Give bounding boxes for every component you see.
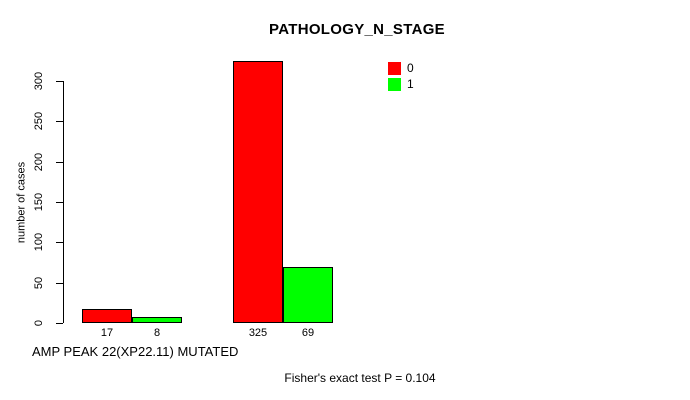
y-tick-label-50: 50: [33, 276, 45, 290]
y-tick-mark-200: [56, 162, 63, 163]
legend-item-1: 1: [388, 78, 414, 91]
bar-group2-series-1: [283, 267, 333, 323]
bar-group1-series-0: [82, 309, 132, 323]
x-axis-label: AMP PEAK 22(XP22.11) MUTATED: [32, 344, 239, 359]
legend-label-1: 1: [407, 77, 414, 91]
y-tick-mark-50: [56, 283, 63, 284]
y-tick-label-200: 200: [33, 152, 45, 172]
y-tick-label-150: 150: [33, 192, 45, 212]
y-tick-mark-0: [56, 323, 63, 324]
bar-group2-series-0: [233, 61, 283, 323]
y-tick-label-250: 250: [33, 111, 45, 131]
y-tick-mark-250: [56, 121, 63, 122]
y-axis-line: [63, 81, 64, 323]
y-tick-label-300: 300: [33, 71, 45, 91]
bar-value-label-17: 17: [100, 327, 114, 339]
bar-group1-series-1: [132, 317, 182, 323]
legend-label-0: 0: [407, 61, 414, 75]
footnote-fisher-test: Fisher's exact test P = 0.104: [284, 371, 436, 385]
y-tick-mark-150: [56, 202, 63, 203]
bar-value-label-69: 69: [301, 327, 315, 339]
legend: 0 1: [388, 62, 414, 94]
y-axis-title: number of cases: [15, 161, 28, 244]
bar-value-label-325: 325: [248, 327, 268, 339]
legend-swatch-red: [388, 62, 401, 75]
bar-value-label-8: 8: [153, 327, 161, 339]
y-tick-mark-100: [56, 242, 63, 243]
y-tick-mark-300: [56, 81, 63, 82]
y-tick-label-100: 100: [33, 232, 45, 252]
legend-item-0: 0: [388, 62, 414, 75]
y-tick-label-0: 0: [33, 319, 45, 327]
legend-swatch-green: [388, 78, 401, 91]
chart-title: PATHOLOGY_N_STAGE: [269, 21, 445, 38]
